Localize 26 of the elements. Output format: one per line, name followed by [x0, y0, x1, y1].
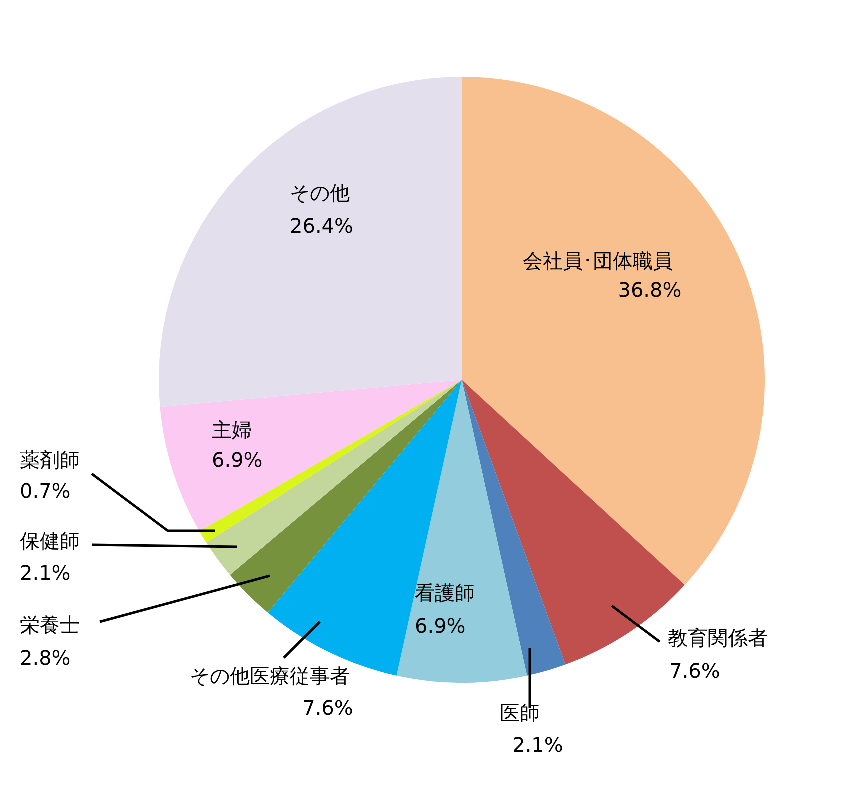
slice-label: 保健師: [20, 529, 80, 553]
slice-label: その他医療従事者: [190, 664, 350, 688]
slice-label: 薬剤師: [20, 448, 80, 472]
pie-slice: [160, 380, 462, 532]
data-label: 2.8%: [20, 646, 71, 670]
data-label: 6.9%: [212, 448, 263, 472]
pie-slice: [206, 380, 462, 576]
slice-label: 医師: [500, 701, 540, 725]
data-label: 36.8%: [618, 278, 682, 302]
data-label: 7.6%: [670, 659, 720, 683]
pie-slice: [200, 380, 462, 543]
data-label: 7.6%: [302, 696, 354, 720]
slice-label: 教育関係者: [668, 626, 768, 650]
slice-label: 会社員･団体職員: [523, 249, 673, 273]
slice-label: 看護師: [415, 581, 475, 605]
pie-slice: [159, 77, 462, 408]
slice-label: 栄養士: [20, 613, 80, 637]
data-label: 0.7%: [20, 479, 71, 503]
data-label: 26.4%: [290, 214, 354, 238]
pie-slice: [396, 380, 528, 683]
data-label: 2.1%: [20, 561, 71, 585]
data-label: 6.9%: [415, 614, 466, 638]
slice-label: その他: [290, 181, 350, 205]
pie-slice: [462, 77, 765, 586]
data-label: 2.1%: [512, 733, 564, 757]
slice-label: 主婦: [212, 418, 252, 442]
